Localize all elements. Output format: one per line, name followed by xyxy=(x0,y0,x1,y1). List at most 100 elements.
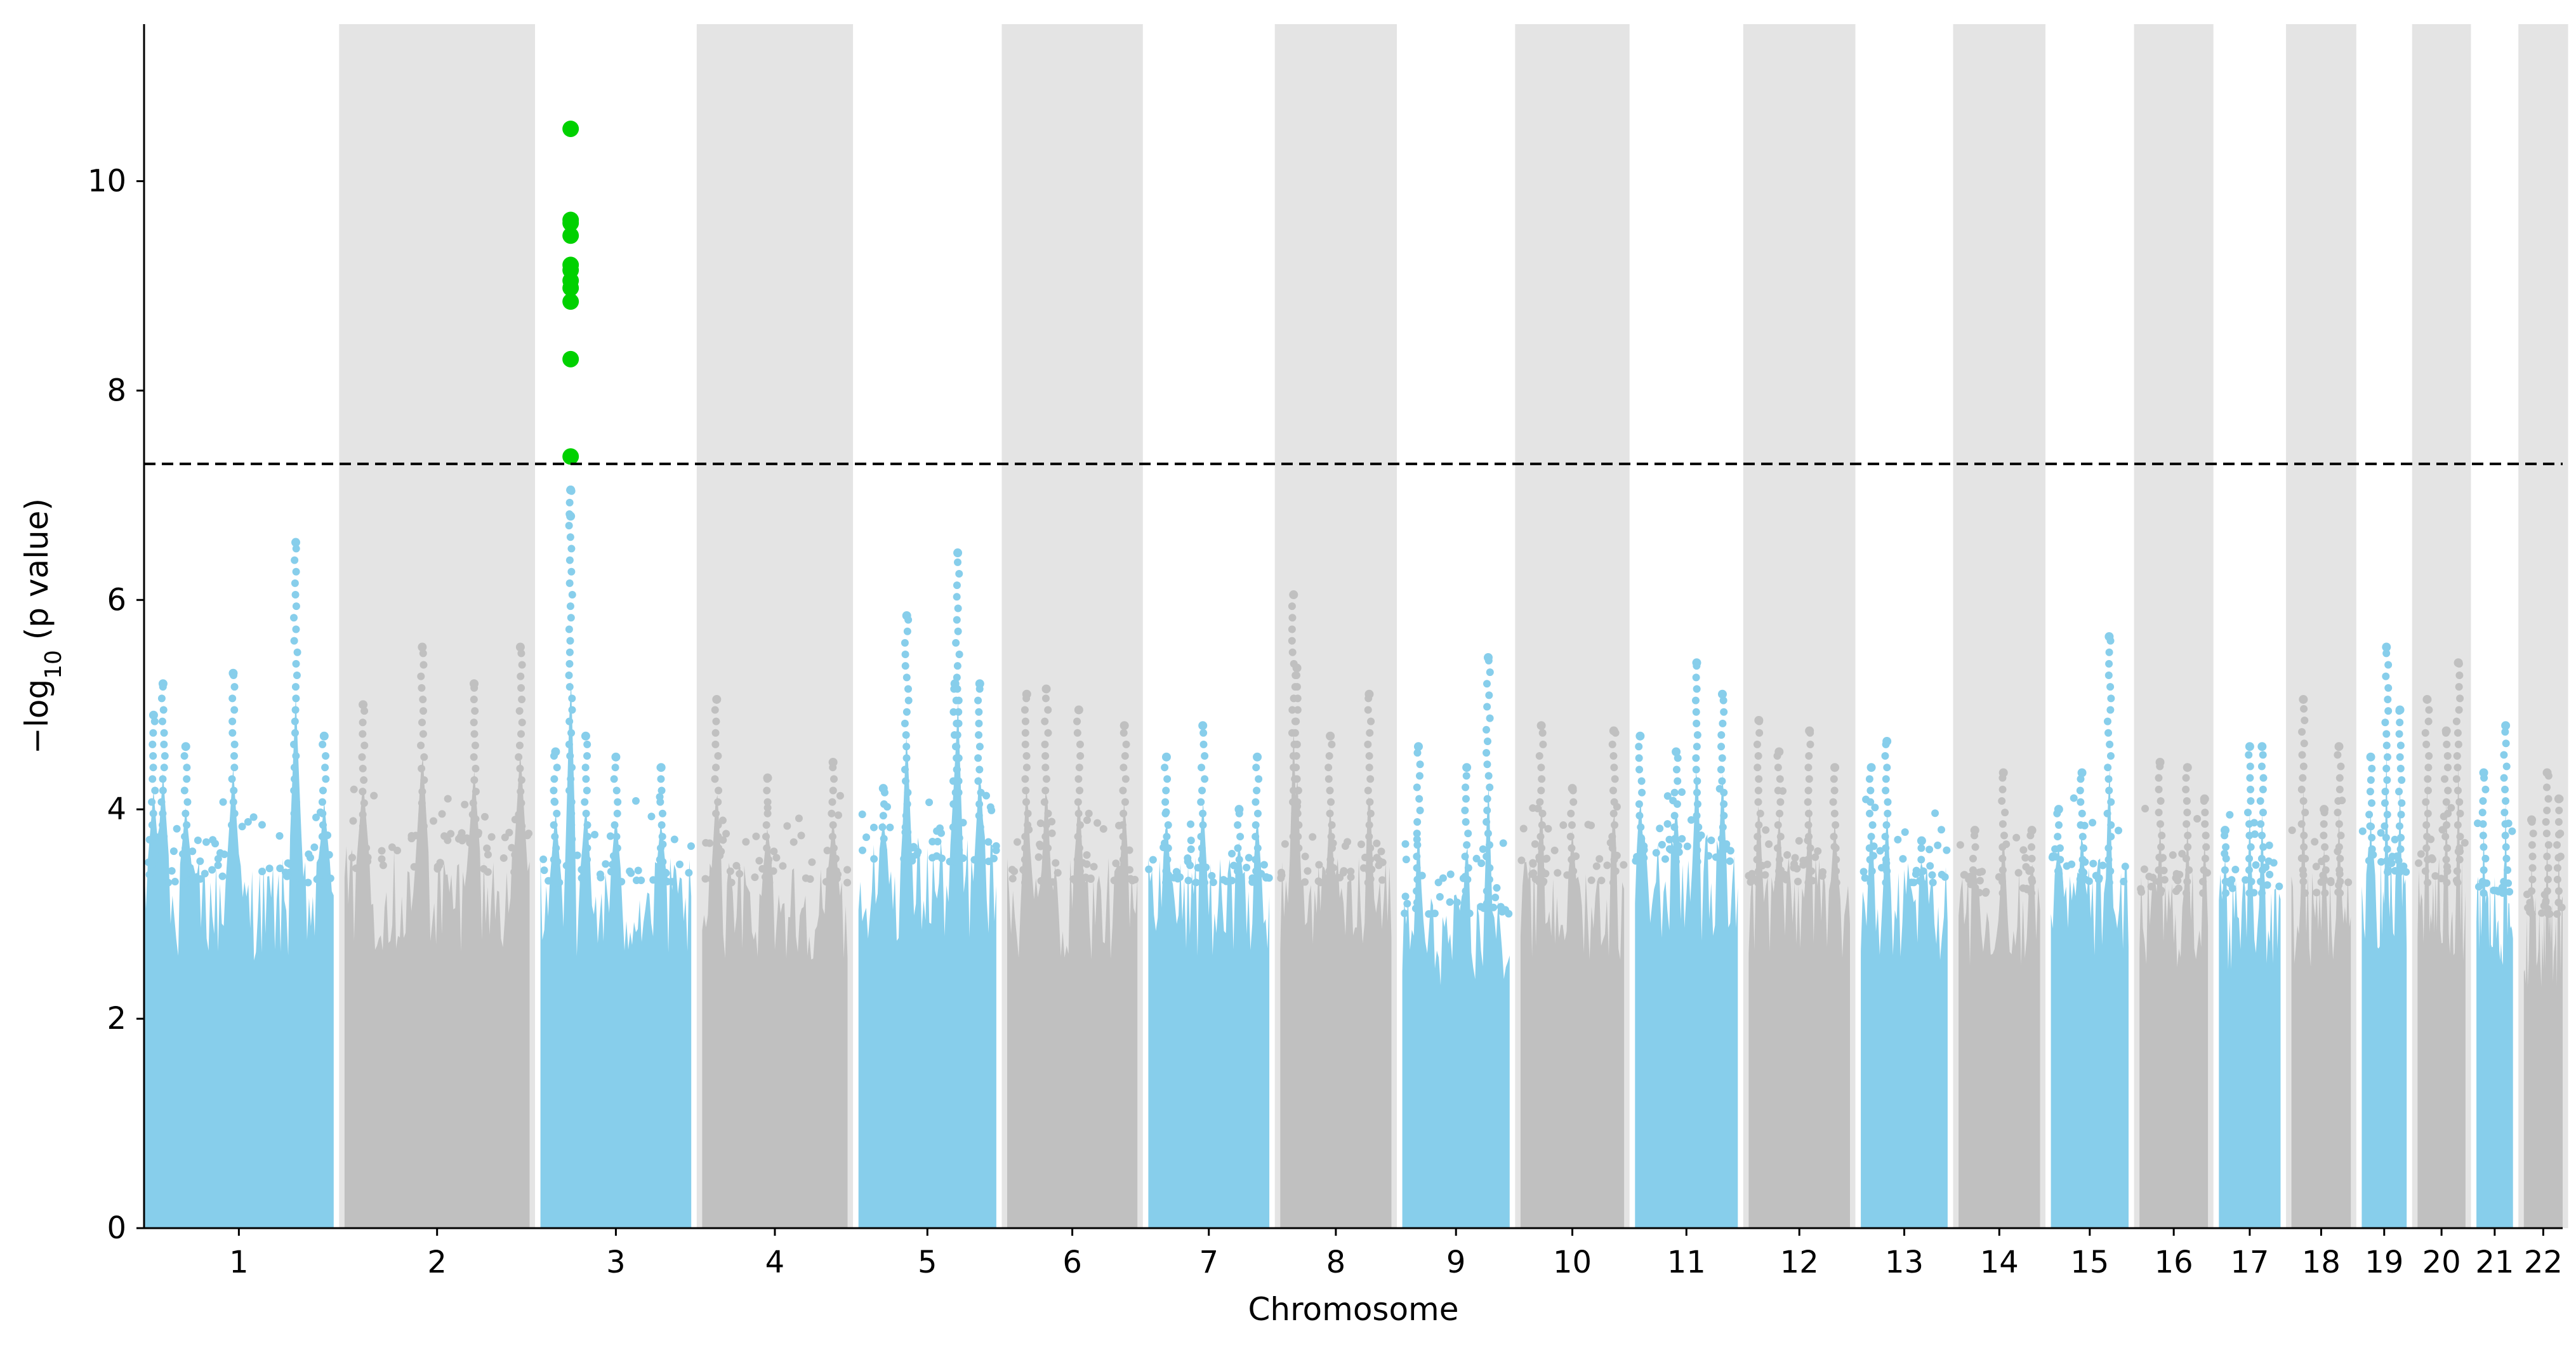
snp-peak-point xyxy=(1293,740,1301,748)
snp-peak-point xyxy=(1774,821,1782,829)
snp-peak-point xyxy=(1673,800,1681,808)
snp-peak-point xyxy=(901,651,909,659)
snp-peak-point xyxy=(2335,843,2343,851)
snp-peak-point xyxy=(763,798,772,806)
snp-peak-point xyxy=(2222,854,2230,863)
snp-peak-point xyxy=(1538,844,1546,852)
snp-peak-point xyxy=(953,800,961,808)
snp-point xyxy=(1938,870,1946,878)
snp-peak-point xyxy=(1295,844,1303,852)
snp-peak-point xyxy=(1119,833,1127,841)
snp-peak-point xyxy=(1538,775,1546,783)
snp-point xyxy=(1260,861,1268,869)
snp-peak-point xyxy=(657,867,666,875)
snp-peak-point xyxy=(1291,729,1299,737)
snp-peak-point xyxy=(1327,833,1335,841)
x-axis-ticks: 1 2 3 4 5 6 7 8 9 10 11 12 13 14 15 16 17 18 19 20 21 22 xyxy=(229,1228,2563,1280)
snp-peak-point xyxy=(2000,831,2008,840)
y-axis-title: −log10 (p value) xyxy=(18,498,67,754)
snp-peak-point xyxy=(2105,786,2113,795)
snp-peak-point xyxy=(1485,875,1493,883)
snp-peak-point xyxy=(1755,821,1763,829)
snp-peak-point xyxy=(2383,753,2391,761)
snp-point xyxy=(606,832,614,840)
snp-peak-point xyxy=(180,867,188,875)
snp-peak-point xyxy=(359,718,367,727)
snp-point xyxy=(1542,855,1550,863)
snp-point xyxy=(668,878,677,886)
snp-point xyxy=(953,805,961,814)
snp-peak-point xyxy=(1611,775,1619,783)
snp-peak-point xyxy=(1201,752,1209,760)
snp-peak-point xyxy=(582,809,590,817)
snp-peak-point xyxy=(2543,783,2551,791)
x-tick-label-chr12: 12 xyxy=(1780,1245,1819,1280)
snp-peak-point xyxy=(292,567,300,576)
snp-point xyxy=(145,835,154,844)
snp-peak-point xyxy=(180,752,188,760)
snp-peak-point xyxy=(1804,856,1812,864)
snp-peak-point xyxy=(2424,775,2432,783)
snp-point xyxy=(634,866,642,875)
snp-peak-point xyxy=(1868,867,1876,875)
snp-peak-top-chr8 xyxy=(1289,590,1298,600)
snp-peak-point xyxy=(1163,856,1172,864)
x-tick-label-chr7: 7 xyxy=(1199,1245,1219,1280)
y-axis-title-subscript: 10 xyxy=(41,650,67,679)
snp-point xyxy=(858,810,866,818)
snp-peak-point xyxy=(551,798,559,806)
snp-peak-point xyxy=(613,844,621,852)
snp-peak-point xyxy=(583,856,591,864)
snp-peak-point xyxy=(2422,844,2431,852)
snp-peak-point xyxy=(1164,844,1172,852)
snp-peak-point xyxy=(228,775,236,783)
snp-peak-point xyxy=(1866,786,1875,795)
snp-peak-point xyxy=(565,717,574,725)
snp-peak-point xyxy=(2221,866,2229,874)
snp-peak-point xyxy=(2424,786,2432,795)
snp-peak-point xyxy=(2157,889,2165,897)
snp-peak-point xyxy=(160,764,168,772)
snp-peak-point xyxy=(829,786,837,795)
snp-peak-point xyxy=(1754,867,1762,875)
snp-peak-point xyxy=(1719,857,1727,866)
snp-point xyxy=(1090,863,1098,871)
snp-point xyxy=(2447,804,2455,812)
snp-peak-point xyxy=(319,878,327,887)
snp-cloud-chr10 xyxy=(1520,804,1625,1228)
snp-peak-point xyxy=(952,639,960,647)
snp-peak-point xyxy=(2455,706,2463,714)
snp-peak-point xyxy=(2183,809,2191,817)
snp-peak-point xyxy=(1483,795,1491,803)
snp-peak-point xyxy=(1120,844,1128,852)
snp-point xyxy=(1222,877,1231,885)
snp-peak-point xyxy=(1717,765,1725,774)
snp-peak-point xyxy=(2222,843,2230,851)
snp-peak-point xyxy=(2337,831,2345,840)
snp-peak-point xyxy=(1485,691,1493,699)
snp-point xyxy=(1956,841,1964,849)
snp-peak-point xyxy=(1041,833,1050,841)
snp-peak-point xyxy=(515,707,524,715)
snp-point xyxy=(2415,859,2423,867)
snp-peak-top-chr17 xyxy=(2221,826,2230,835)
snp-peak-point xyxy=(901,765,909,774)
snp-peak-point xyxy=(2056,856,2064,864)
snp-peak-point xyxy=(1041,740,1049,748)
snp-point xyxy=(1758,861,1766,870)
snp-peak-point xyxy=(181,833,189,841)
snp-peak-point xyxy=(550,821,558,829)
snp-peak-point xyxy=(1041,867,1050,875)
snp-peak-point xyxy=(954,708,963,716)
snp-point xyxy=(2140,865,2148,873)
snp-peak-point xyxy=(1253,786,1261,795)
snp-peak-point xyxy=(2454,729,2462,737)
snp-peak-point xyxy=(2423,833,2431,841)
snp-peak-point xyxy=(1635,800,1643,808)
x-tick-label-chr8: 8 xyxy=(1326,1245,1346,1280)
snp-peak-point xyxy=(1998,843,2007,851)
snp-point xyxy=(1667,846,1675,854)
snp-peak-point xyxy=(1670,812,1679,820)
snp-peak-point xyxy=(2258,889,2266,897)
snp-point xyxy=(932,852,941,860)
